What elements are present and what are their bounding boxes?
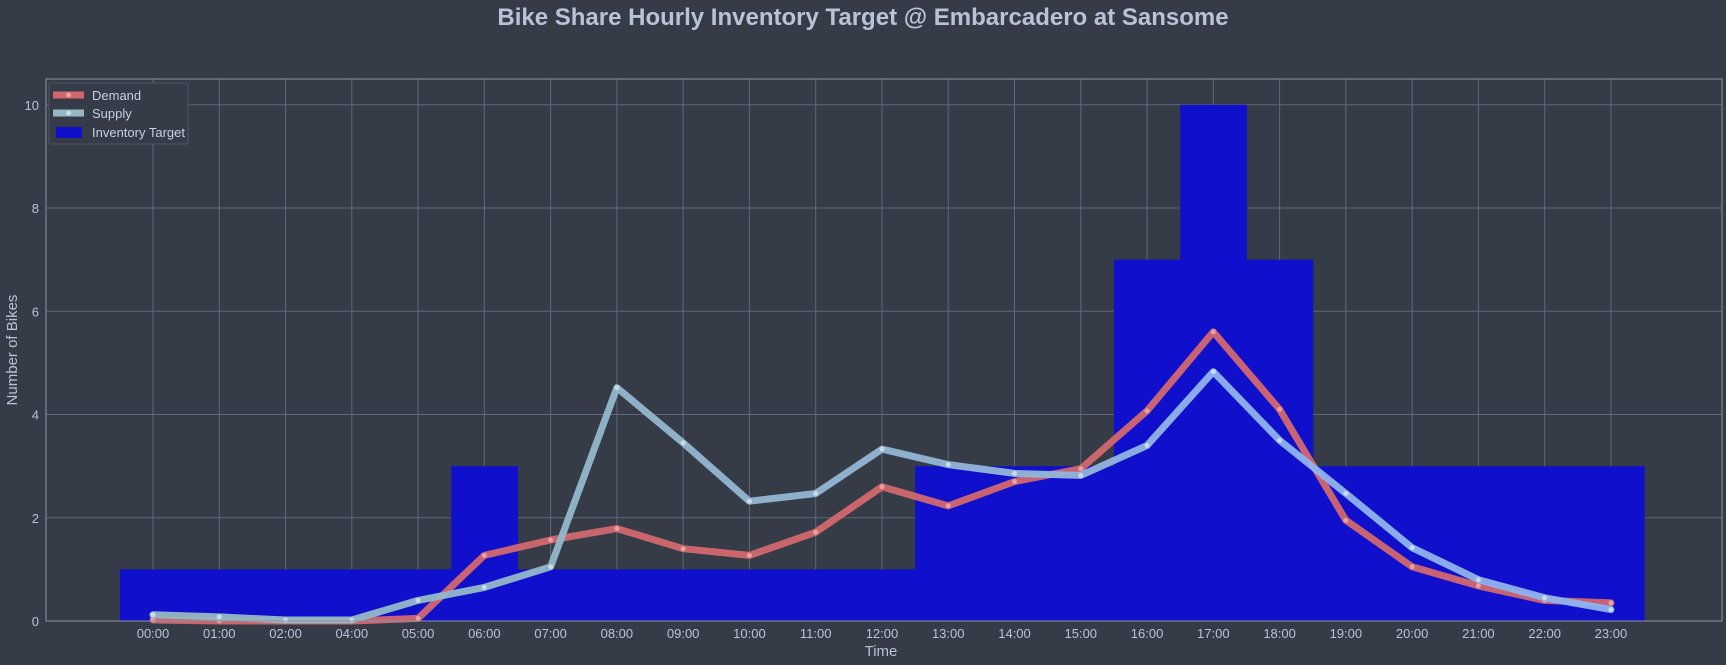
demand-point xyxy=(1343,517,1349,523)
plot-frame xyxy=(45,78,1723,622)
x-tick-label: 00:00 xyxy=(137,626,170,641)
demand-point xyxy=(1144,408,1150,414)
supply-point xyxy=(1277,437,1283,443)
chart-title: Bike Share Hourly Inventory Target @ Emb… xyxy=(497,4,1228,31)
legend: Demand Supply Inventory Target xyxy=(48,82,189,145)
demand-point xyxy=(548,537,554,543)
supply-point xyxy=(813,491,819,497)
inventory-target-bar xyxy=(1445,466,1513,621)
supply-point xyxy=(680,440,686,446)
legend-supply-label: Supply xyxy=(92,106,132,121)
supply-point xyxy=(415,597,421,603)
supply-point xyxy=(1012,470,1018,476)
x-tick-label: 13:00 xyxy=(932,626,965,641)
x-tick-label: 14:00 xyxy=(998,626,1031,641)
supply-point xyxy=(1078,472,1084,478)
y-axis-label: Number of Bikes xyxy=(4,295,21,406)
legend-supply-marker xyxy=(66,110,71,116)
demand-point xyxy=(1210,329,1216,335)
supply-point xyxy=(1475,577,1481,583)
x-tick-labels: 00:00 01:00 02:00 04:00 05:00 06:00 07:00 08:00… xyxy=(137,626,1627,641)
x-tick-label: 01:00 xyxy=(203,626,236,641)
x-tick-label: 10:00 xyxy=(733,626,766,641)
inventory-target-bar xyxy=(1047,466,1115,621)
x-tick-label: 04:00 xyxy=(336,626,369,641)
x-tick-label: 08:00 xyxy=(601,626,634,641)
demand-point xyxy=(1409,564,1415,570)
demand-point xyxy=(481,552,487,558)
supply-point xyxy=(1210,369,1216,375)
supply-point xyxy=(1409,545,1415,551)
y-tick-label: 8 xyxy=(32,201,39,216)
x-tick-label: 22:00 xyxy=(1528,626,1561,641)
demand-point xyxy=(1475,583,1481,589)
inventory-target-bar xyxy=(451,466,519,621)
demand-point xyxy=(813,529,819,535)
x-tick-label: 09:00 xyxy=(667,626,700,641)
legend-inventory-target-swatch xyxy=(56,127,82,138)
inventory-target-bar xyxy=(782,569,850,621)
x-tick-label: 19:00 xyxy=(1330,626,1363,641)
x-axis-label: Time xyxy=(865,643,898,660)
inventory-target-bar xyxy=(848,569,916,621)
demand-point xyxy=(1608,600,1614,606)
x-tick-label: 05:00 xyxy=(402,626,435,641)
supply-point xyxy=(283,617,289,623)
series-lines xyxy=(149,328,1615,625)
x-tick-label: 21:00 xyxy=(1462,626,1495,641)
demand-point xyxy=(746,552,752,558)
demand-point xyxy=(1012,479,1018,485)
x-tick-label: 18:00 xyxy=(1263,626,1296,641)
supply-point xyxy=(150,612,156,618)
supply-point xyxy=(945,462,951,468)
inventory-target-bar xyxy=(517,569,585,621)
y-tick-label: 0 xyxy=(32,614,39,629)
supply-point xyxy=(349,617,355,623)
supply-point xyxy=(1144,442,1150,448)
x-tick-label: 23:00 xyxy=(1595,626,1628,641)
demand-point xyxy=(680,546,686,552)
supply-point xyxy=(879,446,885,452)
inventory-target-bar xyxy=(186,569,254,621)
supply-point xyxy=(1343,491,1349,497)
supply-point xyxy=(216,614,222,620)
supply-point xyxy=(1608,607,1614,613)
inventory-target-bar xyxy=(650,569,717,621)
legend-demand-marker xyxy=(66,92,71,98)
x-tick-label: 12:00 xyxy=(866,626,899,641)
demand-point xyxy=(614,526,620,532)
supply-point xyxy=(1542,595,1548,601)
y-tick-label: 2 xyxy=(32,511,39,526)
x-tick-label: 06:00 xyxy=(468,626,501,641)
inventory-target-bar xyxy=(716,569,784,621)
y-tick-label: 10 xyxy=(25,98,39,113)
supply-point xyxy=(481,584,487,590)
y-tick-label: 6 xyxy=(32,304,39,319)
x-tick-label: 16:00 xyxy=(1131,626,1164,641)
y-tick-label: 4 xyxy=(32,408,39,423)
inventory-target-bar xyxy=(252,569,320,621)
x-tick-label: 11:00 xyxy=(800,626,832,641)
x-tick-label: 07:00 xyxy=(534,626,567,641)
demand-point xyxy=(415,615,421,621)
demand-point xyxy=(1078,466,1084,472)
demand-point xyxy=(945,503,951,509)
x-tick-label: 20:00 xyxy=(1396,626,1429,641)
inventory-target-bar xyxy=(1577,466,1645,621)
x-tick-label: 15:00 xyxy=(1065,626,1098,641)
demand-point xyxy=(879,484,885,490)
y-tick-labels: 0 2 4 6 8 10 xyxy=(25,98,39,629)
supply-point xyxy=(614,385,620,391)
demand-point xyxy=(1277,406,1283,412)
inventory-target-bar xyxy=(915,466,982,621)
inventory-target-bars xyxy=(119,104,1645,622)
legend-demand-label: Demand xyxy=(92,88,141,103)
supply-point xyxy=(746,498,752,504)
supply-point xyxy=(548,564,554,570)
legend-inventory-target-label: Inventory Target xyxy=(92,125,185,140)
x-tick-label: 02:00 xyxy=(269,626,302,641)
x-tick-label: 17:00 xyxy=(1197,626,1230,641)
inventory-target-bar xyxy=(583,569,651,621)
